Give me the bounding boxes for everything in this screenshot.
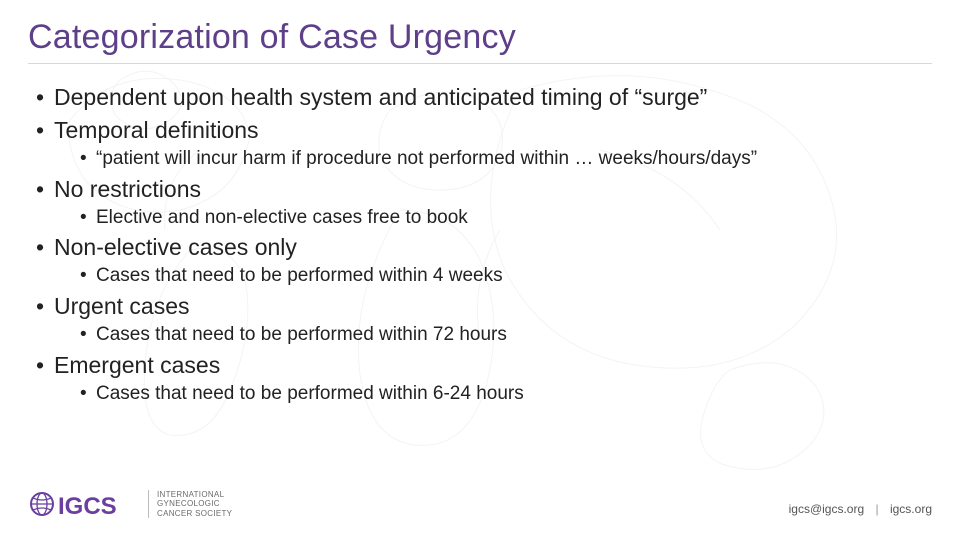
logo-subtitle-l1: INTERNATIONAL [157, 490, 232, 499]
bullet-dependent: Dependent upon health system and anticip… [36, 82, 932, 113]
footer-logo: IGCS INTERNATIONAL GYNECOLOGIC CANCER SO… [28, 486, 232, 522]
bullet-no-restrictions: No restrictions Elective and non-electiv… [36, 174, 932, 231]
logo-acronym: IGCS [58, 493, 117, 520]
footer-contact: igcs@igcs.org | igcs.org [789, 502, 932, 516]
footer-separator: | [876, 502, 879, 516]
bullet-non-elective-text: Non-elective cases only [54, 234, 297, 260]
bullet-urgent-text: Urgent cases [54, 293, 190, 319]
bullet-no-restrictions-text: No restrictions [54, 176, 201, 202]
bullet-no-restrictions-sub: Elective and non-elective cases free to … [80, 205, 932, 231]
footer-site: igcs.org [890, 502, 932, 516]
bullet-list: Dependent upon health system and anticip… [28, 82, 932, 406]
logo-subtitle-l2: GYNECOLOGIC [157, 499, 232, 508]
logo-mark: IGCS [28, 486, 138, 522]
logo-subtitle-l3: CANCER SOCIETY [157, 509, 232, 518]
logo-subtitle: INTERNATIONAL GYNECOLOGIC CANCER SOCIETY [148, 490, 232, 518]
bullet-non-elective: Non-elective cases only Cases that need … [36, 232, 932, 289]
bullet-emergent-sub: Cases that need to be performed within 6… [80, 381, 932, 407]
bullet-temporal: Temporal definitions “patient will incur… [36, 115, 932, 172]
bullet-emergent-text: Emergent cases [54, 352, 220, 378]
slide-title: Categorization of Case Urgency [28, 18, 932, 64]
bullet-urgent: Urgent cases Cases that need to be perfo… [36, 291, 932, 348]
bullet-non-elective-sub: Cases that need to be performed within 4… [80, 263, 932, 289]
bullet-temporal-sub: “patient will incur harm if procedure no… [80, 146, 932, 172]
footer-email: igcs@igcs.org [789, 502, 865, 516]
bullet-emergent: Emergent cases Cases that need to be per… [36, 350, 932, 407]
bullet-temporal-text: Temporal definitions [54, 117, 259, 143]
bullet-urgent-sub: Cases that need to be performed within 7… [80, 322, 932, 348]
